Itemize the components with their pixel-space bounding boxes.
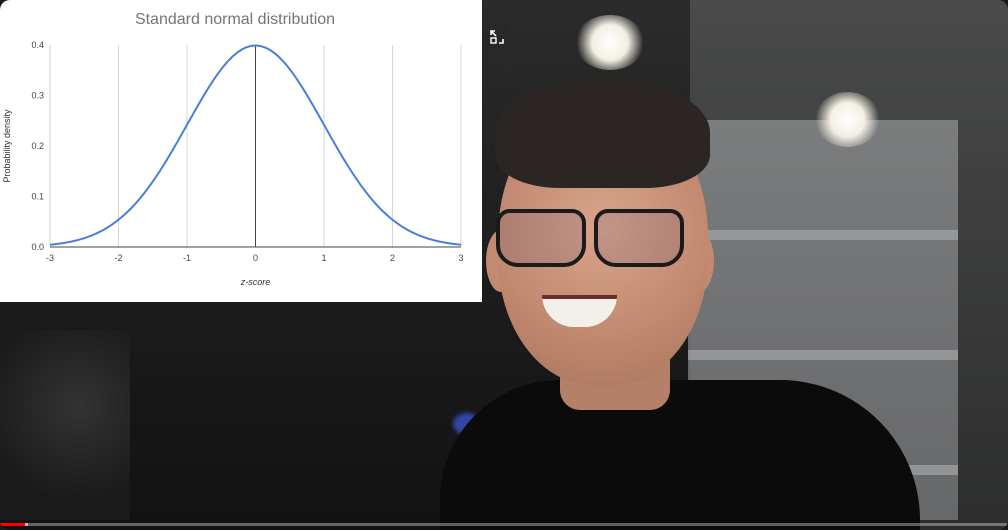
x-tick-label: -1 (183, 253, 191, 263)
x-tick-label: -3 (46, 253, 54, 263)
chart-overlay: Standard normal distribution -3 -2 -1 0 1 2 3 0… (0, 0, 482, 302)
y-tick-label: 0.1 (31, 192, 44, 202)
played-bar (0, 523, 26, 526)
x-axis-label: z-score (240, 277, 271, 287)
y-tick-label: 0.0 (31, 242, 44, 252)
presenter-glasses (490, 205, 695, 267)
x-tick-label: 1 (321, 253, 326, 263)
presenter-shirt (440, 380, 920, 530)
x-tick-label: -2 (114, 253, 122, 263)
progress-bar[interactable] (0, 523, 1008, 526)
picture-in-picture-icon (489, 30, 504, 44)
y-axis-label: Probability density (2, 109, 12, 183)
x-tick-label: 0 (253, 253, 258, 263)
y-tick-label: 0.3 (31, 91, 44, 101)
background-speaker (0, 330, 130, 520)
ceiling-light (815, 92, 880, 147)
chart-title: Standard normal distribution (134, 11, 336, 28)
ceiling-light (575, 15, 645, 70)
y-tick-label: 0.2 (31, 141, 44, 151)
x-tick-label: 3 (458, 253, 463, 263)
x-tick-label: 2 (390, 253, 395, 263)
normal-distribution-chart: -3 -2 -1 0 1 2 3 0.0 0.1 0.2 0.3 0.4 z-score Probabil… (2, 40, 464, 287)
presenter-hair (495, 78, 710, 188)
y-tick-label: 0.4 (31, 40, 44, 50)
picture-in-picture-button[interactable] (483, 24, 510, 50)
